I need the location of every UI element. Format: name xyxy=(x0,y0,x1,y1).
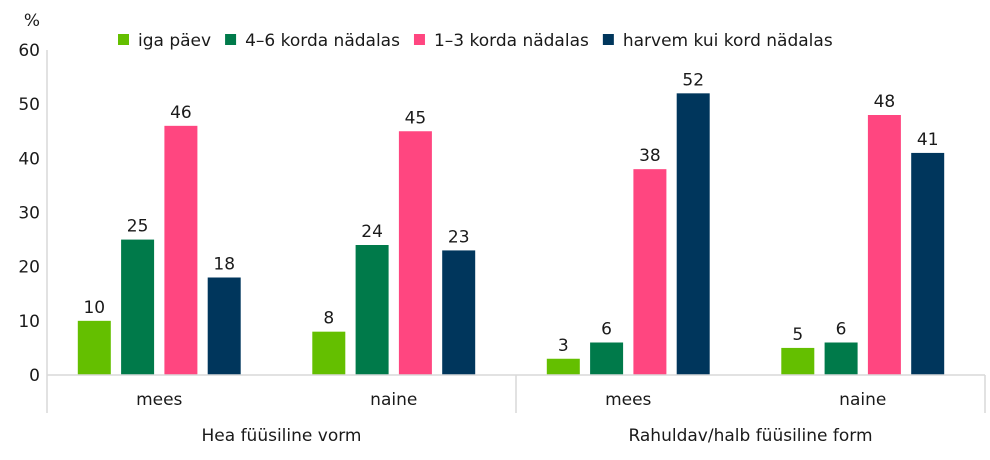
x-category-label: naine xyxy=(839,390,886,410)
y-tick-label: 40 xyxy=(18,149,40,169)
data-label: 38 xyxy=(639,146,661,166)
legend: iga päev 4–6 korda nädalas 1–3 korda nädal… xyxy=(118,31,833,51)
x-axis: mees naine Hea füüsiline vorm mees naine Rahu… xyxy=(46,374,986,446)
data-label: 5 xyxy=(792,325,803,345)
y-tick-label: 0 xyxy=(29,366,40,386)
bar xyxy=(590,342,624,375)
y-tick-label: 50 xyxy=(18,95,40,115)
bar xyxy=(312,331,346,375)
data-label: 6 xyxy=(601,320,612,340)
bar xyxy=(824,342,858,375)
bar xyxy=(77,320,111,375)
y-tick-label: 30 xyxy=(18,204,40,224)
bar xyxy=(121,239,155,375)
bar xyxy=(676,93,710,375)
legend-swatch xyxy=(225,34,237,45)
x-category-label: mees xyxy=(605,390,651,410)
x-group-label: Hea füüsiline vorm xyxy=(202,426,362,446)
y-unit-label: % xyxy=(24,11,40,31)
data-label: 41 xyxy=(917,130,939,150)
data-label: 3 xyxy=(558,336,569,356)
data-label: 48 xyxy=(874,92,896,112)
data-label: 45 xyxy=(405,108,427,128)
legend-swatch xyxy=(602,34,614,45)
y-tick-label: 20 xyxy=(18,258,40,278)
data-label: 23 xyxy=(448,227,470,247)
bar xyxy=(867,115,901,375)
bar xyxy=(442,250,476,375)
legend-swatch xyxy=(118,34,129,45)
legend-label: harvem kui kord nädalas xyxy=(623,31,833,51)
bar xyxy=(207,277,241,375)
legend-label: 4–6 korda nädalas xyxy=(245,31,400,51)
y-axis: 0 10 20 30 40 50 60 xyxy=(18,41,48,386)
legend-label: iga päev xyxy=(138,31,211,51)
bar xyxy=(911,152,945,375)
bar xyxy=(355,245,389,375)
data-label: 52 xyxy=(682,70,704,90)
data-label: 8 xyxy=(323,309,334,329)
bar xyxy=(546,358,580,375)
bar xyxy=(781,347,815,375)
bar xyxy=(398,131,432,375)
data-label: 25 xyxy=(127,217,149,237)
data-label: 46 xyxy=(170,103,192,123)
x-group-label: Rahuldav/halb füüsiline form xyxy=(628,426,872,446)
legend-label: 1–3 korda nädalas xyxy=(434,31,589,51)
bar xyxy=(164,125,198,375)
data-label: 6 xyxy=(836,320,847,340)
data-label: 10 xyxy=(83,298,105,318)
data-label: 24 xyxy=(361,222,383,242)
y-tick-label: 60 xyxy=(18,41,40,61)
y-tick-label: 10 xyxy=(18,312,40,332)
legend-swatch xyxy=(413,34,425,45)
bars: 10 25 46 18 8 24 45 23 3 6 38 52 5 6 48 41 xyxy=(77,70,945,375)
x-category-label: mees xyxy=(136,390,182,410)
bar xyxy=(633,169,667,375)
data-label: 18 xyxy=(213,255,235,275)
x-category-label: naine xyxy=(370,390,417,410)
